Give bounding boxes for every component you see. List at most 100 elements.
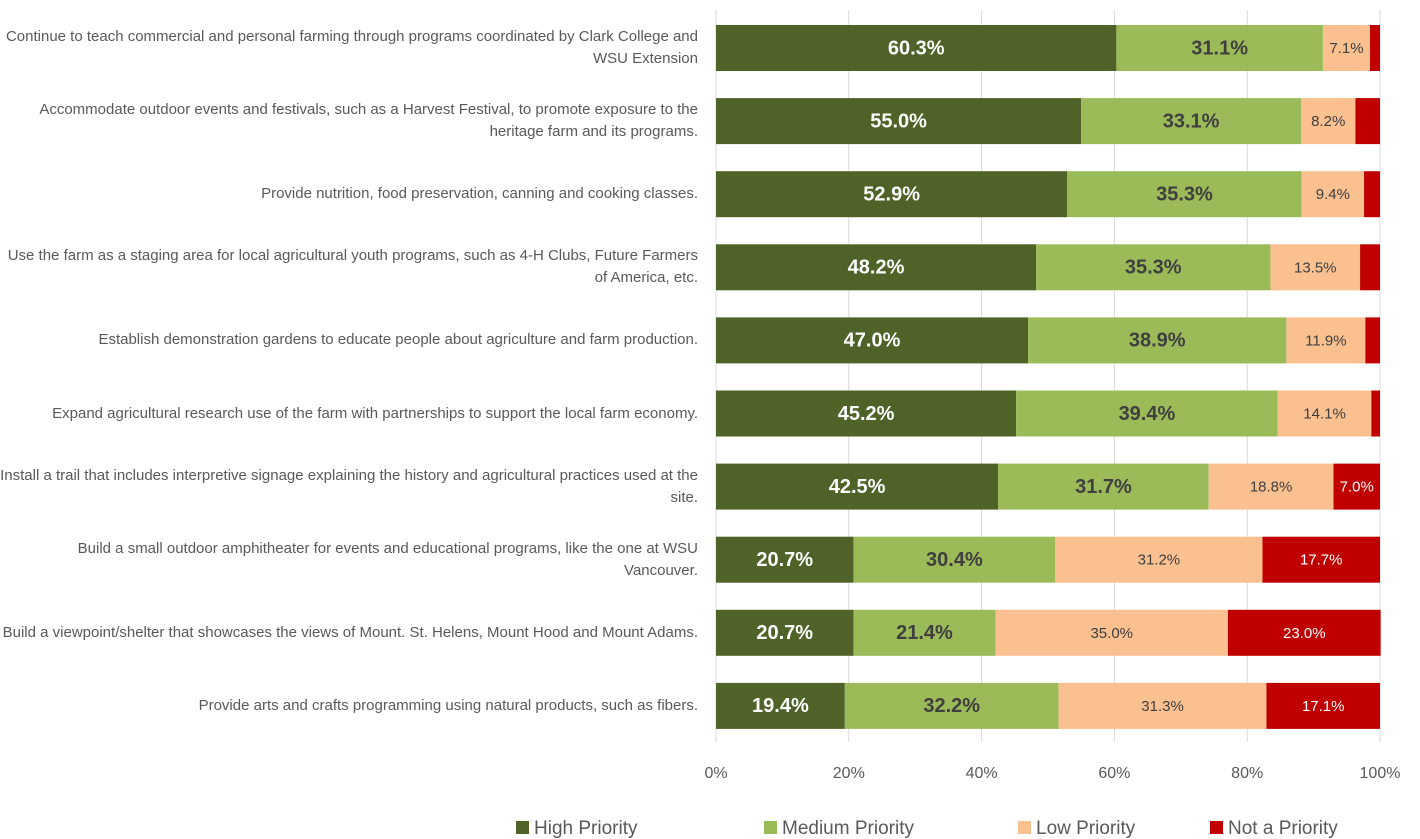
data-label: 60.3%	[888, 37, 945, 59]
bar-segment	[853, 536, 1056, 583]
data-label: 9.4%	[1316, 186, 1350, 203]
bar-segment	[1301, 171, 1365, 218]
bar-segment	[1081, 98, 1301, 145]
data-label: 33.1%	[1163, 110, 1220, 132]
data-label: 47.0%	[844, 330, 901, 352]
bar-segment	[716, 171, 1068, 218]
category-label: Use the farm as a staging area for local…	[7, 247, 698, 287]
data-label: 18.8%	[1250, 479, 1293, 496]
bar-segment	[716, 536, 854, 583]
data-label: 30.4%	[926, 549, 983, 571]
bar-segment	[716, 317, 1029, 364]
category-label: Expand agricultural research use of the …	[52, 404, 698, 422]
category-label: Establish demonstration gardens to educa…	[98, 331, 698, 349]
data-label: 31.7%	[1075, 476, 1132, 498]
legend-label: Low Priority	[1036, 818, 1136, 839]
bar-segment	[1116, 25, 1323, 71]
legend-label: Medium Priority	[782, 818, 914, 839]
bar-segment	[716, 98, 1082, 145]
bar-segment	[844, 682, 1059, 729]
bar-segment	[1286, 317, 1366, 364]
x-tick-label: 80%	[1231, 765, 1263, 782]
data-label: 31.2%	[1138, 552, 1181, 569]
x-tick-label: 0%	[704, 765, 727, 782]
category-label: Accommodate outdoor events and festivals…	[39, 101, 698, 141]
legend-label: High Priority	[534, 818, 638, 839]
bar-segment	[1067, 171, 1302, 218]
bar-segment	[716, 25, 1117, 71]
bar-segment	[716, 244, 1037, 291]
bar-segment	[853, 609, 996, 656]
bar-segment	[1360, 244, 1380, 291]
data-label: 13.5%	[1294, 259, 1337, 276]
bar-segment	[1055, 536, 1263, 583]
legend-swatch	[1018, 821, 1031, 834]
legend-swatch	[516, 821, 529, 834]
category-label: Build a small outdoor amphitheater for e…	[77, 539, 698, 579]
legend-swatch	[1210, 821, 1223, 834]
bar-segment	[1277, 390, 1372, 437]
category-label: Continue to teach commercial and persona…	[5, 28, 698, 67]
x-tick-label: 40%	[966, 765, 998, 782]
bar-segment	[998, 463, 1209, 510]
bar-segment	[1333, 463, 1380, 510]
category-label: Provide arts and crafts programming usin…	[198, 696, 698, 714]
data-label: 31.3%	[1141, 698, 1184, 715]
data-label: 35.3%	[1125, 257, 1182, 279]
bar-segment	[1322, 25, 1371, 71]
data-label: 31.1%	[1191, 37, 1248, 59]
data-label: 11.9%	[1305, 332, 1346, 349]
bar-segment	[1370, 25, 1380, 71]
x-tick-label: 20%	[833, 765, 865, 782]
data-label: 32.2%	[923, 695, 980, 717]
data-label: 48.2%	[848, 257, 905, 279]
data-label: 35.0%	[1090, 625, 1133, 642]
category-label: Install a trail that includes interpreti…	[0, 466, 698, 506]
data-label: 52.9%	[863, 183, 920, 205]
data-label: 7.1%	[1329, 40, 1363, 57]
x-tick-label: 60%	[1098, 765, 1130, 782]
bar-segment	[1300, 98, 1356, 145]
data-label: 20.7%	[756, 549, 813, 571]
bar-segment	[1058, 682, 1267, 729]
category-label: Build a viewpoint/shelter that showcases…	[2, 623, 698, 641]
bar-segment	[1266, 682, 1380, 729]
category-label: Provide nutrition, food preservation, ca…	[261, 185, 698, 203]
x-tick-label: 100%	[1360, 765, 1401, 782]
bar-segment	[716, 463, 999, 510]
data-label: 17.1%	[1302, 698, 1345, 715]
bar-segment	[716, 609, 854, 656]
bar-segment	[716, 682, 845, 729]
bar-segment	[1270, 244, 1361, 291]
data-label: 35.3%	[1156, 183, 1213, 205]
data-label: 23.0%	[1283, 625, 1326, 642]
bar-segment	[1262, 536, 1380, 583]
bar-segment	[1208, 463, 1334, 510]
bar-segment	[1364, 171, 1380, 218]
legend-swatch	[764, 821, 777, 834]
bar-segment	[1355, 98, 1380, 145]
data-label: 55.0%	[870, 110, 927, 132]
bar-segment	[1227, 609, 1381, 656]
bar-segment	[1371, 390, 1380, 437]
data-label: 45.2%	[838, 403, 895, 425]
data-label: 21.4%	[896, 622, 953, 644]
data-label: 8.2%	[1311, 113, 1345, 130]
data-label: 42.5%	[829, 476, 886, 498]
bar-segment	[1036, 244, 1271, 291]
bar-segment	[1365, 317, 1380, 364]
data-label: 20.7%	[756, 622, 813, 644]
data-label: 17.7%	[1300, 552, 1343, 569]
legend-label: Not a Priority	[1228, 818, 1338, 839]
bar-segment	[1016, 390, 1278, 437]
data-label: 7.0%	[1340, 479, 1374, 496]
data-label: 38.9%	[1129, 330, 1186, 352]
data-label: 39.4%	[1119, 403, 1176, 425]
bar-segment	[716, 390, 1017, 437]
bar-segment	[995, 609, 1228, 656]
data-label: 19.4%	[752, 695, 809, 717]
data-label: 14.1%	[1303, 405, 1346, 422]
bar-segment	[1028, 317, 1287, 364]
